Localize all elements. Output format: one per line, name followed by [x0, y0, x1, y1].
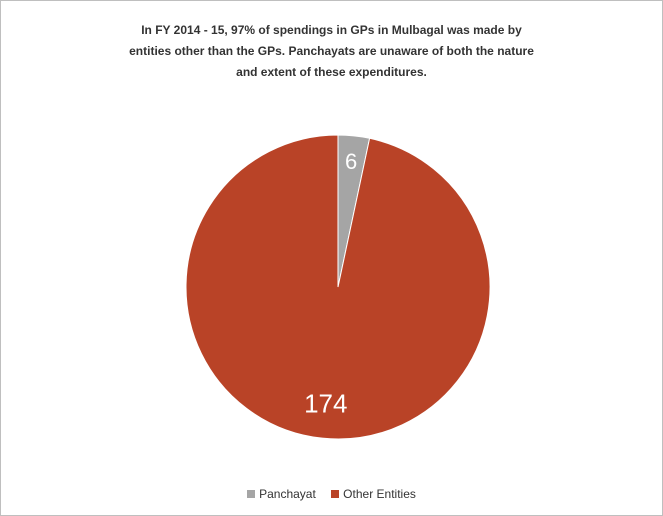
legend: Panchayat Other Entities — [0, 487, 663, 501]
legend-swatch-panchayat — [247, 490, 256, 498]
slice-other-entities — [185, 134, 491, 440]
chart-title-line-3: and extent of these expenditures. — [236, 65, 427, 79]
legend-label-other-entities: Other Entities — [343, 487, 416, 501]
chart-title-line-1: In FY 2014 - 15, 97% of spendings in GPs… — [141, 23, 522, 37]
chart-title-line-2: entities other than the GPs. Panchayats … — [129, 44, 534, 58]
legend-item-other-entities: Other Entities — [331, 487, 416, 501]
legend-label-panchayat: Panchayat — [259, 487, 316, 501]
legend-swatch-other-entities — [331, 490, 340, 498]
legend-item-panchayat: Panchayat — [247, 487, 316, 501]
data-label-panchayat: 6 — [345, 149, 357, 174]
chart-title: In FY 2014 - 15, 97% of spendings in GPs… — [40, 20, 623, 83]
data-label-other-entities: 174 — [304, 388, 347, 418]
